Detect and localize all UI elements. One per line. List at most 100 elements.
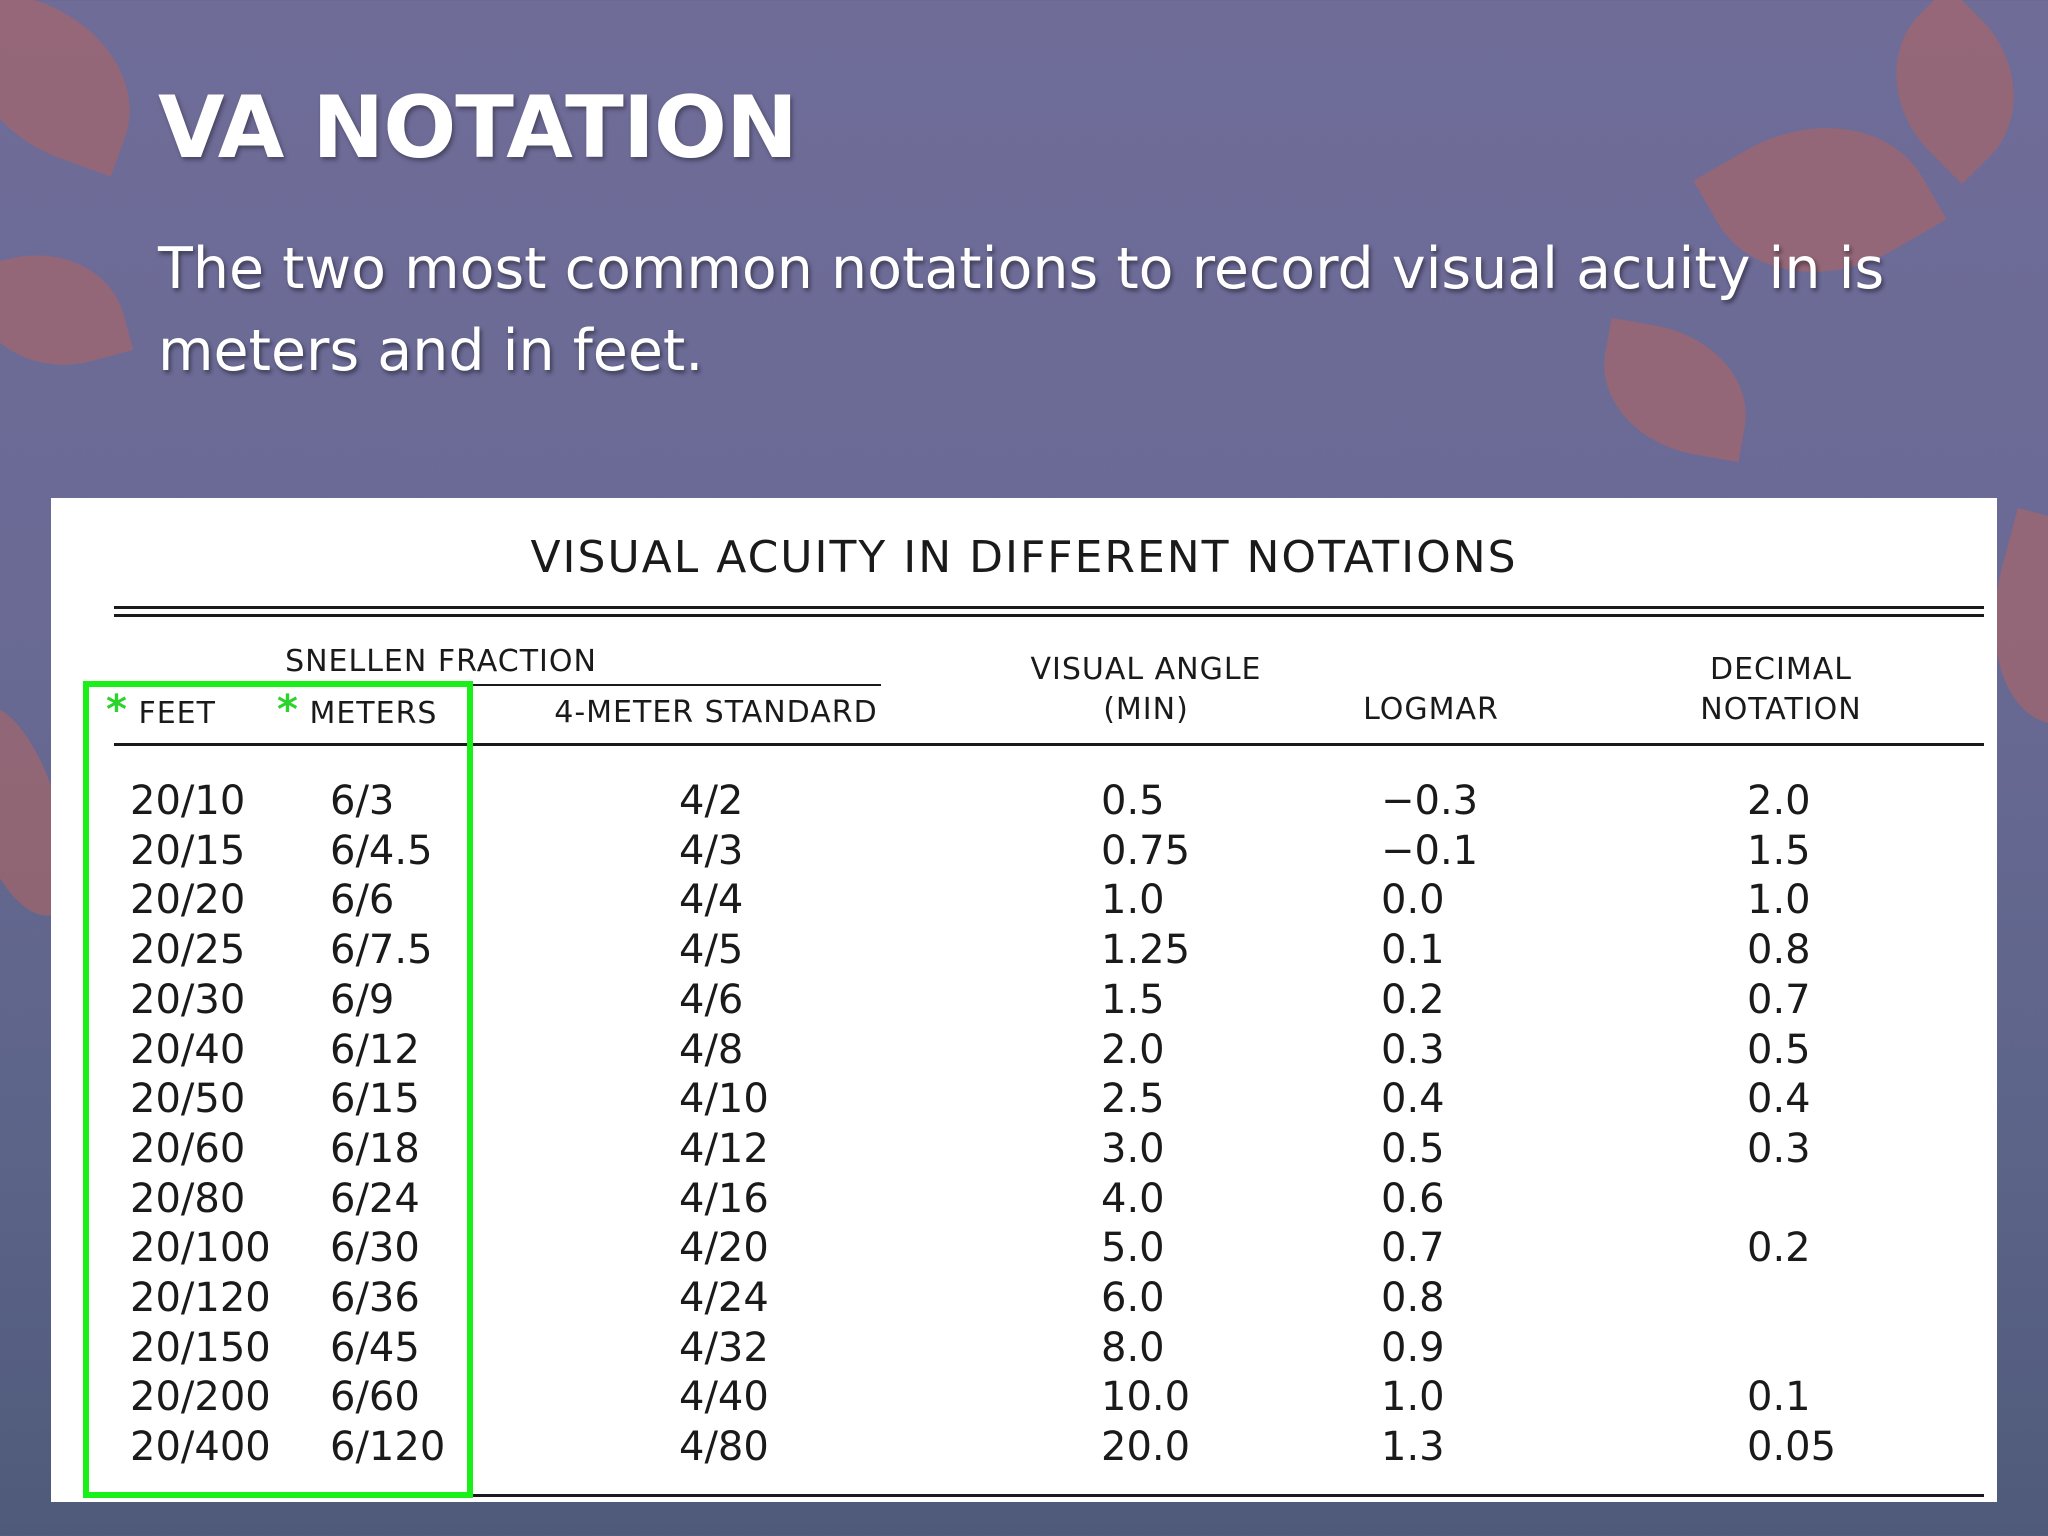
cell-meters: 6/12 [330,1026,420,1073]
cell-meters: 6/36 [330,1275,420,1321]
leaf-decoration [0,0,159,177]
cell-logmar: 0.0 [1381,877,1445,924]
cell-meters: 6/15 [330,1076,420,1123]
cell-four-meter: 4/16 [679,1175,769,1222]
cell-visual-angle: 0.75 [1101,827,1191,874]
cell-four-meter: 4/24 [679,1275,769,1321]
cell-feet: 20/30 [130,976,246,1023]
cell-logmar: 0.2 [1381,976,1445,1023]
cell-visual-angle: 1.5 [1101,976,1165,1023]
header-decimal-line1: DECIMAL [1710,652,1852,687]
header-visual-angle-line2: (MIN) [1103,692,1189,727]
cell-four-meter: 4/2 [679,778,744,824]
snellen-underline [321,684,881,686]
cell-decimal: 0.8 [1747,927,1811,974]
cell-logmar: 0.6 [1381,1175,1445,1222]
cell-decimal: 0.3 [1747,1125,1811,1172]
slide-body-text: The two most common notations to record … [158,236,1885,384]
cell-decimal: 1.0 [1747,877,1811,924]
cell-feet: 20/150 [130,1324,271,1371]
header-decimal-line2: NOTATION [1700,692,1862,727]
header-rule [114,743,1984,746]
cell-visual-angle: 1.25 [1101,927,1191,974]
cell-meters: 6/3 [330,778,395,824]
cell-logmar: 1.3 [1381,1424,1445,1471]
cell-feet: 20/40 [130,1026,246,1073]
cell-meters: 6/4.5 [330,827,433,874]
cell-decimal: 0.2 [1747,1225,1811,1272]
cell-feet: 20/15 [130,827,246,874]
cell-feet: 20/200 [130,1374,271,1421]
cell-four-meter: 4/3 [679,827,744,874]
cell-decimal: 0.7 [1747,976,1811,1023]
cell-meters: 6/6 [330,877,395,924]
header-visual-angle: VISUAL ANGLE (MIN) [1011,650,1281,730]
table-title: VISUAL ACUITY IN DIFFERENT NOTATIONS [530,532,1518,583]
cell-feet: 20/100 [130,1225,271,1272]
cell-meters: 6/120 [330,1424,446,1471]
cell-visual-angle: 5.0 [1101,1225,1165,1272]
header-four-meter: 4-METER STANDARD [554,695,878,730]
cell-logmar: 0.9 [1381,1324,1445,1371]
cell-feet: 20/80 [130,1175,246,1222]
cell-four-meter: 4/12 [679,1125,769,1172]
cell-four-meter: 4/8 [679,1026,744,1073]
header-logmar: LOGMAR [1363,692,1499,727]
cell-visual-angle: 2.5 [1101,1076,1165,1123]
header-meters-label: METERS [309,696,438,731]
cell-logmar: −0.3 [1381,778,1479,824]
cell-decimal: 2.0 [1747,778,1811,824]
cell-visual-angle: 3.0 [1101,1125,1165,1172]
header-meters: * METERS [277,690,477,734]
header-decimal: DECIMAL NOTATION [1651,650,1911,730]
cell-meters: 6/9 [330,976,395,1023]
cell-logmar: 0.8 [1381,1275,1445,1321]
cell-decimal: 0.4 [1747,1076,1811,1123]
cell-meters: 6/30 [330,1225,420,1272]
slide-title: VA NOTATION [158,78,798,178]
cell-decimal: 0.1 [1747,1374,1811,1421]
cell-logmar: 0.1 [1381,927,1445,974]
cell-four-meter: 4/40 [679,1374,769,1421]
cell-feet: 20/60 [130,1125,246,1172]
cell-feet: 20/20 [130,877,246,924]
cell-decimal: 0.5 [1747,1026,1811,1073]
cell-four-meter: 4/20 [679,1225,769,1272]
cell-visual-angle: 10.0 [1101,1374,1191,1421]
cell-meters: 6/7.5 [330,927,433,974]
cell-logmar: 0.3 [1381,1026,1445,1073]
cell-feet: 20/120 [130,1275,271,1321]
cell-visual-angle: 6.0 [1101,1275,1165,1321]
cell-meters: 6/45 [330,1324,420,1371]
cell-visual-angle: 20.0 [1101,1424,1191,1471]
feet-meters-highlight-box [83,681,473,1498]
cell-decimal: 0.05 [1747,1424,1837,1471]
acuity-table-panel: VISUAL ACUITY IN DIFFERENT NOTATIONS SNE… [51,498,1997,1502]
cell-visual-angle: 4.0 [1101,1175,1165,1222]
meters-marker: * [277,687,299,733]
cell-four-meter: 4/4 [679,877,744,924]
cell-visual-angle: 1.0 [1101,877,1165,924]
cell-feet: 20/25 [130,927,246,974]
cell-visual-angle: 2.0 [1101,1026,1165,1073]
cell-logmar: 0.7 [1381,1225,1445,1272]
feet-marker: * [106,687,128,733]
cell-meters: 6/24 [330,1175,420,1222]
bottom-rule [114,1494,1984,1497]
header-visual-angle-line1: VISUAL ANGLE [1030,652,1262,687]
top-rule [114,606,1984,609]
cell-four-meter: 4/10 [679,1076,769,1123]
cell-decimal: 1.5 [1747,827,1811,874]
leaf-decoration [0,233,134,387]
cell-meters: 6/18 [330,1125,420,1172]
snellen-group-header: SNELLEN FRACTION [285,644,597,679]
header-feet-label: FEET [138,696,216,731]
header-feet: * FEET [106,690,276,734]
cell-logmar: −0.1 [1381,827,1479,874]
top-rule [114,614,1984,617]
cell-logmar: 0.5 [1381,1125,1445,1172]
cell-logmar: 1.0 [1381,1374,1445,1421]
cell-feet: 20/10 [130,778,246,824]
cell-visual-angle: 0.5 [1101,778,1165,824]
cell-four-meter: 4/32 [679,1324,769,1371]
